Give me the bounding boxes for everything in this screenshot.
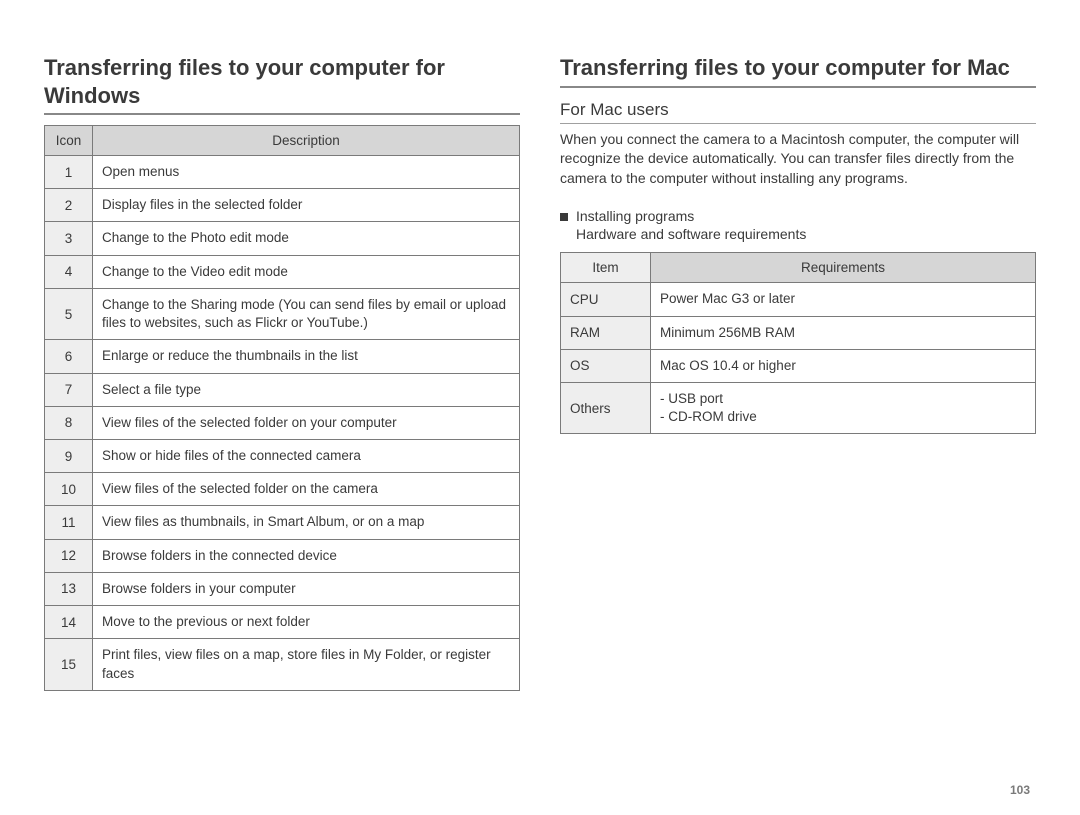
- right-column: Transferring files to your computer for …: [560, 54, 1036, 691]
- icon-number-cell: 12: [45, 539, 93, 572]
- icon-description-table: Icon Description 1Open menus2Display fil…: [44, 125, 520, 691]
- icon-description-cell: Browse folders in your computer: [93, 572, 520, 605]
- table-row: CPUPower Mac G3 or later: [561, 283, 1036, 316]
- icon-number-cell: 2: [45, 189, 93, 222]
- icon-number-cell: 3: [45, 222, 93, 255]
- page-number: 103: [1010, 783, 1030, 797]
- requirement-item-cell: OS: [561, 349, 651, 382]
- requirement-value-cell: Minimum 256MB RAM: [651, 316, 1036, 349]
- icon-number-cell: 9: [45, 439, 93, 472]
- icon-description-cell: Change to the Photo edit mode: [93, 222, 520, 255]
- table-row: 13Browse folders in your computer: [45, 572, 520, 605]
- req-table-head-item: Item: [561, 253, 651, 283]
- table-row: 10View files of the selected folder on t…: [45, 473, 520, 506]
- icon-description-cell: View files of the selected folder on you…: [93, 406, 520, 439]
- icon-description-cell: Select a file type: [93, 373, 520, 406]
- req-table-head-requirements: Requirements: [651, 253, 1036, 283]
- icon-description-cell: View files as thumbnails, in Smart Album…: [93, 506, 520, 539]
- icon-description-cell: Change to the Sharing mode (You can send…: [93, 288, 520, 339]
- icon-number-cell: 5: [45, 288, 93, 339]
- mac-users-subheading: For Mac users: [560, 100, 1036, 124]
- icon-number-cell: 10: [45, 473, 93, 506]
- installing-programs-bullet: Installing programs: [560, 208, 1036, 224]
- icon-table-head-icon: Icon: [45, 126, 93, 156]
- table-row: 9Show or hide files of the connected cam…: [45, 439, 520, 472]
- table-row: 6Enlarge or reduce the thumbnails in the…: [45, 340, 520, 373]
- icon-description-cell: Browse folders in the connected device: [93, 539, 520, 572]
- icon-description-cell: Open menus: [93, 156, 520, 189]
- table-row: 2Display files in the selected folder: [45, 189, 520, 222]
- hardware-requirements-label: Hardware and software requirements: [576, 226, 1036, 242]
- icon-description-cell: Print files, view files on a map, store …: [93, 639, 520, 690]
- table-row: OSMac OS 10.4 or higher: [561, 349, 1036, 382]
- icon-number-cell: 4: [45, 255, 93, 288]
- table-row: Others- USB port - CD-ROM drive: [561, 382, 1036, 433]
- requirement-item-cell: CPU: [561, 283, 651, 316]
- requirements-table: Item Requirements CPUPower Mac G3 or lat…: [560, 252, 1036, 434]
- requirement-value-cell: Mac OS 10.4 or higher: [651, 349, 1036, 382]
- table-row: 12Browse folders in the connected device: [45, 539, 520, 572]
- icon-table-head-description: Description: [93, 126, 520, 156]
- icon-number-cell: 13: [45, 572, 93, 605]
- requirement-item-cell: Others: [561, 382, 651, 433]
- mac-users-paragraph: When you connect the camera to a Macinto…: [560, 130, 1036, 189]
- requirement-item-cell: RAM: [561, 316, 651, 349]
- icon-number-cell: 8: [45, 406, 93, 439]
- right-section-title: Transferring files to your computer for …: [560, 54, 1036, 88]
- icon-number-cell: 7: [45, 373, 93, 406]
- installing-programs-label: Installing programs: [576, 208, 694, 224]
- icon-number-cell: 11: [45, 506, 93, 539]
- table-row: 14Move to the previous or next folder: [45, 606, 520, 639]
- icon-description-cell: Enlarge or reduce the thumbnails in the …: [93, 340, 520, 373]
- table-row: 15Print files, view files on a map, stor…: [45, 639, 520, 690]
- icon-number-cell: 15: [45, 639, 93, 690]
- table-row: 7Select a file type: [45, 373, 520, 406]
- icon-number-cell: 1: [45, 156, 93, 189]
- left-column: Transferring files to your computer for …: [44, 54, 520, 691]
- icon-description-cell: Change to the Video edit mode: [93, 255, 520, 288]
- left-section-title: Transferring files to your computer for …: [44, 54, 520, 115]
- requirement-value-cell: Power Mac G3 or later: [651, 283, 1036, 316]
- table-row: 11View files as thumbnails, in Smart Alb…: [45, 506, 520, 539]
- table-row: 1Open menus: [45, 156, 520, 189]
- table-row: 5Change to the Sharing mode (You can sen…: [45, 288, 520, 339]
- icon-description-cell: Display files in the selected folder: [93, 189, 520, 222]
- icon-description-cell: View files of the selected folder on the…: [93, 473, 520, 506]
- icon-description-cell: Show or hide files of the connected came…: [93, 439, 520, 472]
- requirement-value-cell: - USB port - CD-ROM drive: [651, 382, 1036, 433]
- square-bullet-icon: [560, 213, 568, 221]
- table-row: 8View files of the selected folder on yo…: [45, 406, 520, 439]
- icon-number-cell: 6: [45, 340, 93, 373]
- table-row: 4Change to the Video edit mode: [45, 255, 520, 288]
- icon-number-cell: 14: [45, 606, 93, 639]
- table-row: RAMMinimum 256MB RAM: [561, 316, 1036, 349]
- table-row: 3Change to the Photo edit mode: [45, 222, 520, 255]
- icon-description-cell: Move to the previous or next folder: [93, 606, 520, 639]
